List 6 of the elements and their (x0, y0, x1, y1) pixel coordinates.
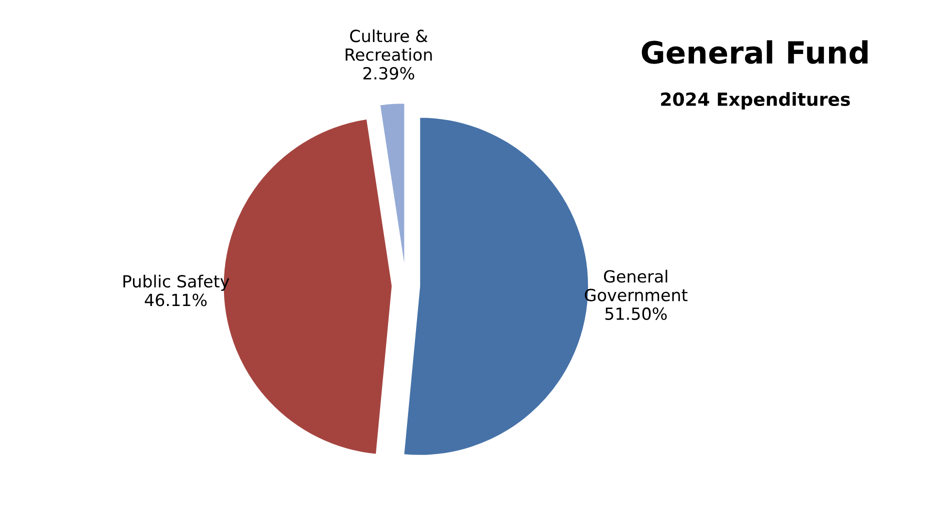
text: 2024 Expenditures (661, 92, 850, 110)
data-label: 51.50% (605, 307, 667, 320)
data-label: 2.39% (363, 66, 414, 80)
data-label: 46.11% (144, 294, 207, 306)
slice-label: Culture & Recreation (346, 29, 432, 61)
text: General Fund (642, 40, 868, 64)
